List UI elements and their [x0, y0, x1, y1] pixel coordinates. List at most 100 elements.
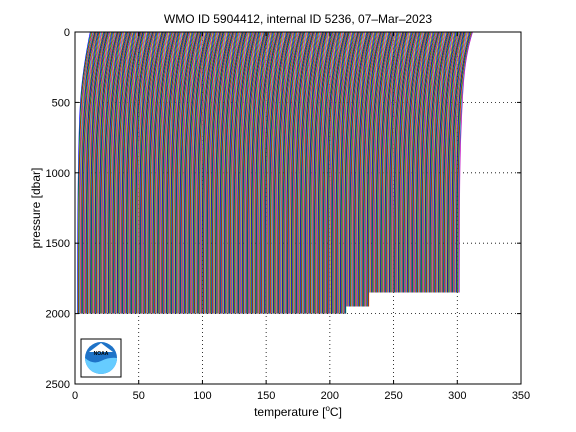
- profile-line: [356, 31, 371, 307]
- profile-line: [302, 31, 315, 314]
- profile-line: [181, 31, 196, 314]
- profile-line: [268, 31, 282, 314]
- profile-line: [182, 31, 197, 314]
- profile-line: [197, 31, 211, 314]
- profile-line: [111, 31, 126, 314]
- profile-line: [396, 31, 410, 293]
- profile-line: [133, 31, 147, 314]
- profile-line: [213, 31, 227, 314]
- profile-line: [163, 31, 177, 314]
- profile-line: [156, 31, 171, 314]
- profile-line: [179, 31, 194, 314]
- profile-line: [149, 31, 164, 314]
- profile-line: [290, 31, 304, 314]
- profile-line: [445, 31, 460, 293]
- profile-line: [389, 31, 404, 293]
- profile-line: [362, 31, 375, 307]
- profile-line: [143, 31, 157, 314]
- profile-line: [116, 31, 130, 314]
- profile-line: [402, 31, 416, 293]
- profile-line: [198, 31, 212, 314]
- profile-line: [280, 31, 294, 314]
- profile-line: [164, 31, 178, 314]
- profile-line: [293, 31, 307, 314]
- profile-line: [274, 31, 289, 314]
- profile-line: [404, 31, 418, 293]
- profile-line: [367, 31, 382, 307]
- profile-line: [289, 31, 303, 314]
- profile-line: [373, 31, 387, 293]
- profile-line: [204, 31, 219, 314]
- profile-line: [421, 31, 436, 293]
- profile-line: [320, 31, 335, 314]
- profile-line: [402, 31, 417, 293]
- profile-line: [183, 31, 198, 314]
- profile-line: [162, 31, 177, 314]
- profile-line: [118, 31, 132, 314]
- profile-line: [448, 31, 462, 293]
- profile-line: [260, 31, 275, 314]
- profile-line: [193, 31, 208, 314]
- profile-line: [319, 31, 334, 314]
- profile-line: [184, 31, 199, 314]
- profile-line: [79, 31, 94, 314]
- profile-line: [353, 31, 368, 307]
- profile-line: [307, 31, 322, 314]
- profile-line: [447, 31, 462, 293]
- profile-line: [341, 31, 355, 314]
- profile-line: [239, 31, 254, 314]
- profile-line: [229, 31, 244, 314]
- profile-line: [135, 31, 150, 314]
- profile-line: [372, 31, 386, 293]
- profile-line: [285, 31, 300, 314]
- profile-line: [377, 31, 393, 293]
- profile-line: [152, 31, 166, 314]
- profile-line: [151, 31, 165, 314]
- profile-line: [277, 31, 292, 314]
- profile-line: [219, 31, 234, 314]
- profile-line: [214, 31, 229, 314]
- profile-line: [86, 31, 100, 314]
- profile-line: [100, 31, 115, 314]
- profile-line: [123, 31, 138, 314]
- profile-line: [342, 31, 358, 314]
- profile-line: [95, 31, 109, 314]
- profile-line: [82, 31, 96, 314]
- profile-line: [207, 31, 222, 314]
- profile-line: [190, 31, 204, 314]
- profile-line: [251, 31, 266, 314]
- profile-line: [337, 31, 350, 314]
- profile-line: [430, 31, 444, 293]
- profile-line: [293, 31, 307, 314]
- profile-line: [87, 31, 101, 314]
- profile-line: [109, 31, 122, 314]
- profile-line: [446, 31, 461, 293]
- profile-line: [430, 31, 444, 293]
- profile-line: [291, 31, 304, 314]
- profile-line: [449, 31, 463, 293]
- svg-text:NOAA: NOAA: [94, 351, 109, 357]
- profile-line: [234, 31, 248, 314]
- profile-line: [306, 31, 321, 314]
- profile-line: [158, 31, 173, 314]
- profile-line: [330, 31, 345, 314]
- profile-line: [160, 31, 175, 314]
- profile-line: [265, 31, 280, 314]
- profile-line: [421, 31, 436, 293]
- profile-line: [256, 31, 270, 314]
- profile-line: [365, 31, 380, 307]
- profile-line: [163, 31, 177, 314]
- profile-line: [303, 31, 317, 314]
- profile-line: [133, 31, 148, 314]
- y-ticks: 0 500 1000 1500 2000 2500: [46, 27, 521, 391]
- profile-line: [99, 31, 113, 314]
- profile-line: [390, 31, 405, 293]
- x-axis-label: temperature [oC]: [254, 404, 342, 419]
- profile-line: [129, 31, 143, 314]
- profile-line: [153, 31, 167, 314]
- profile-line: [261, 31, 276, 314]
- profile-line: [221, 31, 235, 314]
- profile-line: [304, 31, 317, 314]
- profile-line: [360, 31, 373, 307]
